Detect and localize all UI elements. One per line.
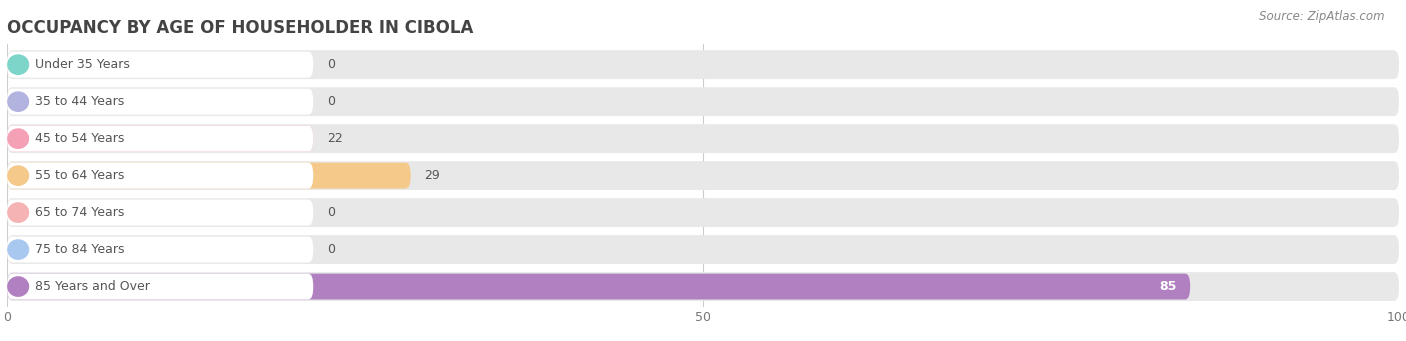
FancyBboxPatch shape	[7, 126, 314, 152]
FancyBboxPatch shape	[7, 87, 1399, 116]
FancyBboxPatch shape	[7, 273, 1191, 299]
FancyBboxPatch shape	[7, 199, 314, 225]
FancyBboxPatch shape	[7, 163, 411, 189]
Text: OCCUPANCY BY AGE OF HOUSEHOLDER IN CIBOLA: OCCUPANCY BY AGE OF HOUSEHOLDER IN CIBOL…	[7, 19, 474, 37]
Text: 22: 22	[328, 132, 343, 145]
Text: 75 to 84 Years: 75 to 84 Years	[35, 243, 124, 256]
Ellipse shape	[7, 91, 30, 112]
Text: 35 to 44 Years: 35 to 44 Years	[35, 95, 124, 108]
Text: 0: 0	[328, 58, 335, 71]
Text: 29: 29	[425, 169, 440, 182]
FancyBboxPatch shape	[7, 126, 314, 152]
Ellipse shape	[7, 54, 30, 75]
Text: 0: 0	[328, 206, 335, 219]
Text: Source: ZipAtlas.com: Source: ZipAtlas.com	[1260, 10, 1385, 23]
Text: 0: 0	[328, 95, 335, 108]
Text: 0: 0	[328, 243, 335, 256]
FancyBboxPatch shape	[7, 235, 1399, 264]
Text: 65 to 74 Years: 65 to 74 Years	[35, 206, 124, 219]
Text: 45 to 54 Years: 45 to 54 Years	[35, 132, 124, 145]
FancyBboxPatch shape	[7, 52, 314, 78]
Text: 85 Years and Over: 85 Years and Over	[35, 280, 150, 293]
Text: 55 to 64 Years: 55 to 64 Years	[35, 169, 124, 182]
FancyBboxPatch shape	[7, 161, 1399, 190]
FancyBboxPatch shape	[7, 163, 314, 189]
FancyBboxPatch shape	[7, 124, 1399, 153]
Text: 85: 85	[1159, 280, 1177, 293]
FancyBboxPatch shape	[7, 237, 314, 263]
FancyBboxPatch shape	[7, 89, 314, 115]
Ellipse shape	[7, 202, 30, 223]
FancyBboxPatch shape	[7, 198, 1399, 227]
Ellipse shape	[7, 276, 30, 297]
FancyBboxPatch shape	[7, 50, 1399, 79]
Text: Under 35 Years: Under 35 Years	[35, 58, 129, 71]
Ellipse shape	[7, 239, 30, 260]
Ellipse shape	[7, 128, 30, 149]
Ellipse shape	[7, 165, 30, 186]
FancyBboxPatch shape	[7, 273, 314, 299]
FancyBboxPatch shape	[7, 272, 1399, 301]
